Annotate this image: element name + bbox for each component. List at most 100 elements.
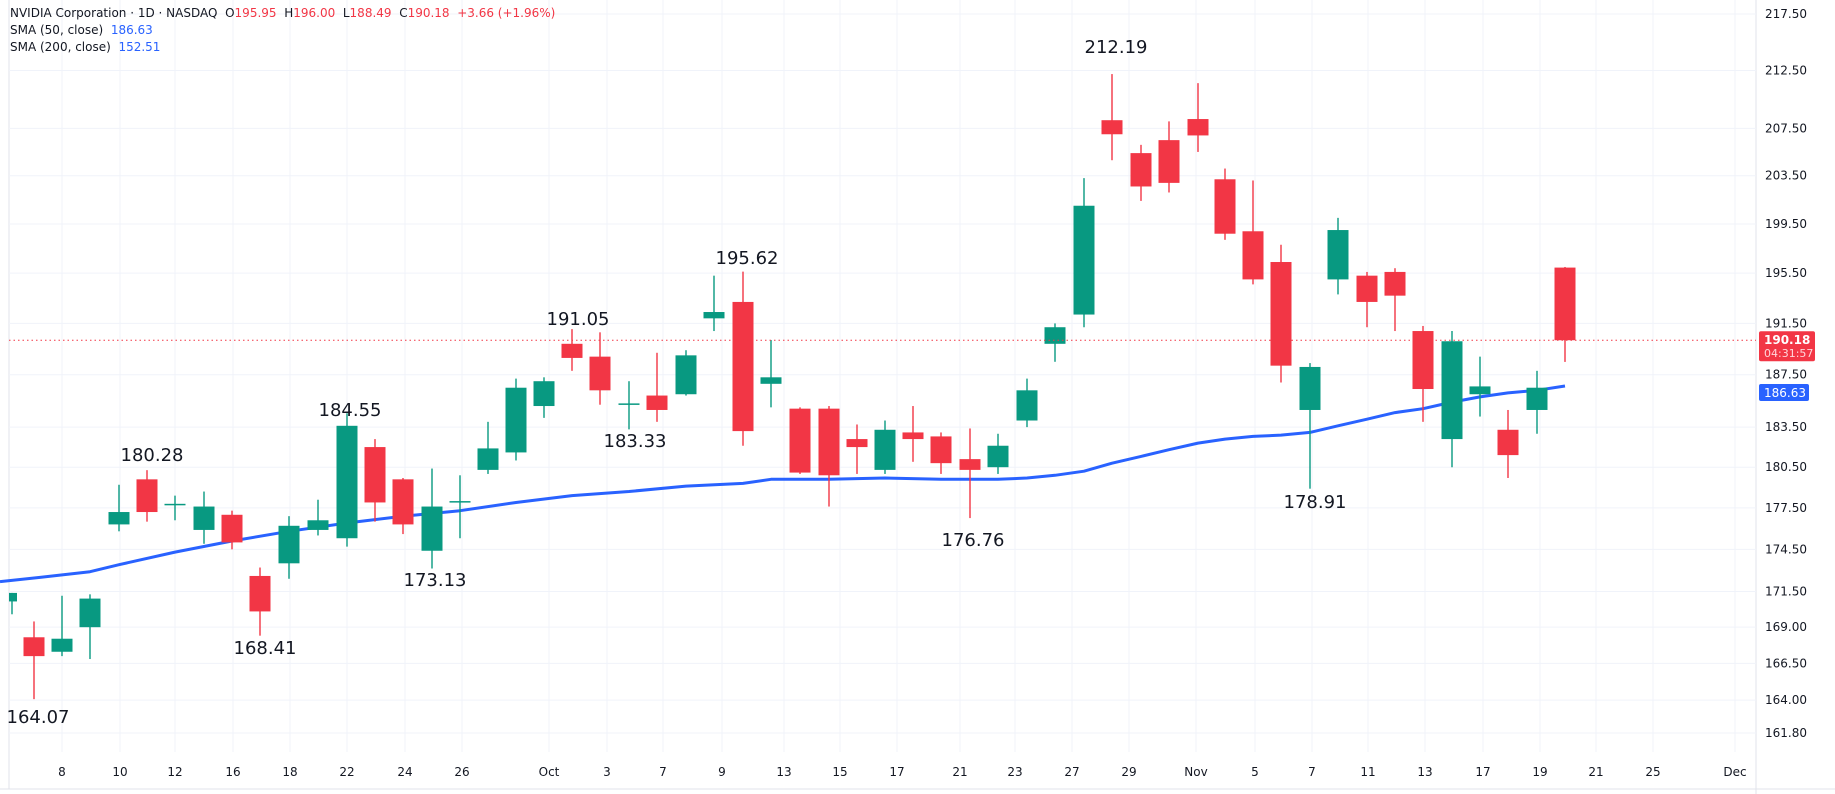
candle (1469, 356, 1491, 417)
time-tick-label: 3 (603, 765, 611, 779)
candle (421, 468, 443, 569)
candle (278, 516, 300, 579)
time-tick-label: Nov (1184, 765, 1207, 779)
price-tick-label: 203.50 (1765, 169, 1807, 183)
price-axis[interactable]: 217.50 212.50 207.50 203.50 199.50 195.50 191.… (1759, 7, 1815, 740)
time-tick-label: 26 (454, 765, 469, 779)
price-annotation: 183.33 (604, 431, 667, 452)
candle (646, 352, 668, 422)
candle (760, 339, 782, 408)
high-low-annotations: 164.07 180.28 168.41 184.55 173.13 191.05 183.… (7, 37, 1347, 728)
candle (1497, 409, 1519, 478)
high-label: H (284, 6, 294, 20)
price-annotation: 178.91 (1284, 492, 1347, 513)
open-label: O (225, 6, 235, 20)
time-tick-label: 21 (952, 765, 967, 779)
candle (1187, 83, 1209, 152)
candle (703, 275, 725, 332)
price-annotation: 176.76 (942, 530, 1005, 551)
candle (23, 621, 45, 700)
time-tick-label: 12 (167, 765, 182, 779)
time-tick-label: 8 (58, 765, 66, 779)
sma200-value: 152.51 (118, 40, 161, 54)
price-annotation: 191.05 (547, 309, 610, 330)
time-tick-label: Oct (539, 765, 560, 779)
time-tick-label: 18 (282, 765, 297, 779)
close-value: 190.18 (407, 6, 450, 20)
candle (307, 499, 329, 536)
time-tick-label: 16 (225, 765, 240, 779)
time-tick-label: Dec (1723, 765, 1746, 779)
time-tick-label: 23 (1007, 765, 1022, 779)
candle (1214, 168, 1236, 240)
svg-text:190.18: 190.18 (1764, 333, 1810, 347)
candle (1073, 178, 1095, 328)
price-annotation: 180.28 (121, 445, 184, 466)
low-label: L (342, 6, 350, 20)
symbol-title[interactable]: NVIDIA Corporation · 1D · NASDAQ (10, 6, 218, 20)
svg-text:04:31:57: 04:31:57 (1764, 347, 1813, 360)
price-tick-label: 199.50 (1765, 217, 1807, 231)
time-axis[interactable]: 8 10 12 16 18 22 24 26 Oct 3 7 9 13 15 17 21 23 27 29 Nov 5 7… (58, 765, 1746, 779)
candle (618, 381, 640, 430)
candle (477, 421, 499, 474)
candle (364, 439, 386, 522)
low-value: 188.49 (349, 6, 392, 20)
candle (789, 407, 811, 474)
candle (1384, 268, 1406, 332)
time-tick-label: 24 (397, 765, 412, 779)
sma50-badge: 186.63 (1759, 384, 1809, 402)
change-value: +3.66 (+1.96%) (457, 6, 556, 20)
time-tick-label: 25 (1645, 765, 1660, 779)
candle (1441, 331, 1463, 468)
time-tick-label: 13 (1417, 765, 1432, 779)
candle (1554, 266, 1576, 362)
price-tick-label: 191.50 (1765, 316, 1807, 330)
price-tick-label: 187.50 (1765, 368, 1807, 382)
candle (221, 510, 243, 550)
candle (79, 594, 101, 660)
time-tick-label: 7 (659, 765, 667, 779)
candle (987, 433, 1009, 474)
time-tick-label: 13 (776, 765, 791, 779)
candle (164, 495, 186, 521)
price-tick-label: 161.80 (1765, 726, 1807, 740)
candle (959, 428, 981, 519)
close-label: C (399, 6, 408, 20)
price-tick-label: 195.50 (1765, 266, 1807, 280)
candle (1044, 323, 1066, 362)
candle (561, 329, 583, 371)
candle (1130, 144, 1152, 201)
time-tick-label: 29 (1121, 765, 1136, 779)
svg-text:186.63: 186.63 (1764, 386, 1806, 400)
price-tick-label: 169.00 (1765, 620, 1807, 634)
time-tick-label: 19 (1532, 765, 1547, 779)
candle (1270, 244, 1292, 383)
candle (505, 378, 527, 461)
candle (108, 484, 130, 532)
price-tick-label: 217.50 (1765, 7, 1807, 21)
legend-sma50-row[interactable]: SMA (50, close) 186.63 (10, 22, 555, 39)
candle (1242, 180, 1264, 285)
price-tick-label: 212.50 (1765, 64, 1807, 78)
price-tick-label: 183.50 (1765, 420, 1807, 434)
candle (732, 271, 754, 446)
price-annotation: 184.55 (319, 400, 382, 421)
time-tick-label: 21 (1588, 765, 1603, 779)
candle (533, 377, 555, 418)
candle (1299, 363, 1321, 489)
open-value: 195.95 (234, 6, 277, 20)
chart-legend: NVIDIA Corporation · 1D · NASDAQ O195.95… (10, 5, 555, 56)
candle (902, 406, 924, 462)
legend-symbol-row: NVIDIA Corporation · 1D · NASDAQ O195.95… (10, 5, 555, 22)
legend-sma200-row[interactable]: SMA (200, close) 152.51 (10, 39, 555, 56)
candle (51, 595, 73, 657)
candle (1327, 217, 1349, 295)
candle (818, 406, 840, 507)
price-annotation: 195.62 (716, 248, 779, 269)
sma50-label: SMA (50, close) (10, 23, 104, 37)
candle (846, 424, 868, 474)
high-value: 196.00 (293, 6, 336, 20)
price-annotation: 168.41 (234, 638, 297, 659)
